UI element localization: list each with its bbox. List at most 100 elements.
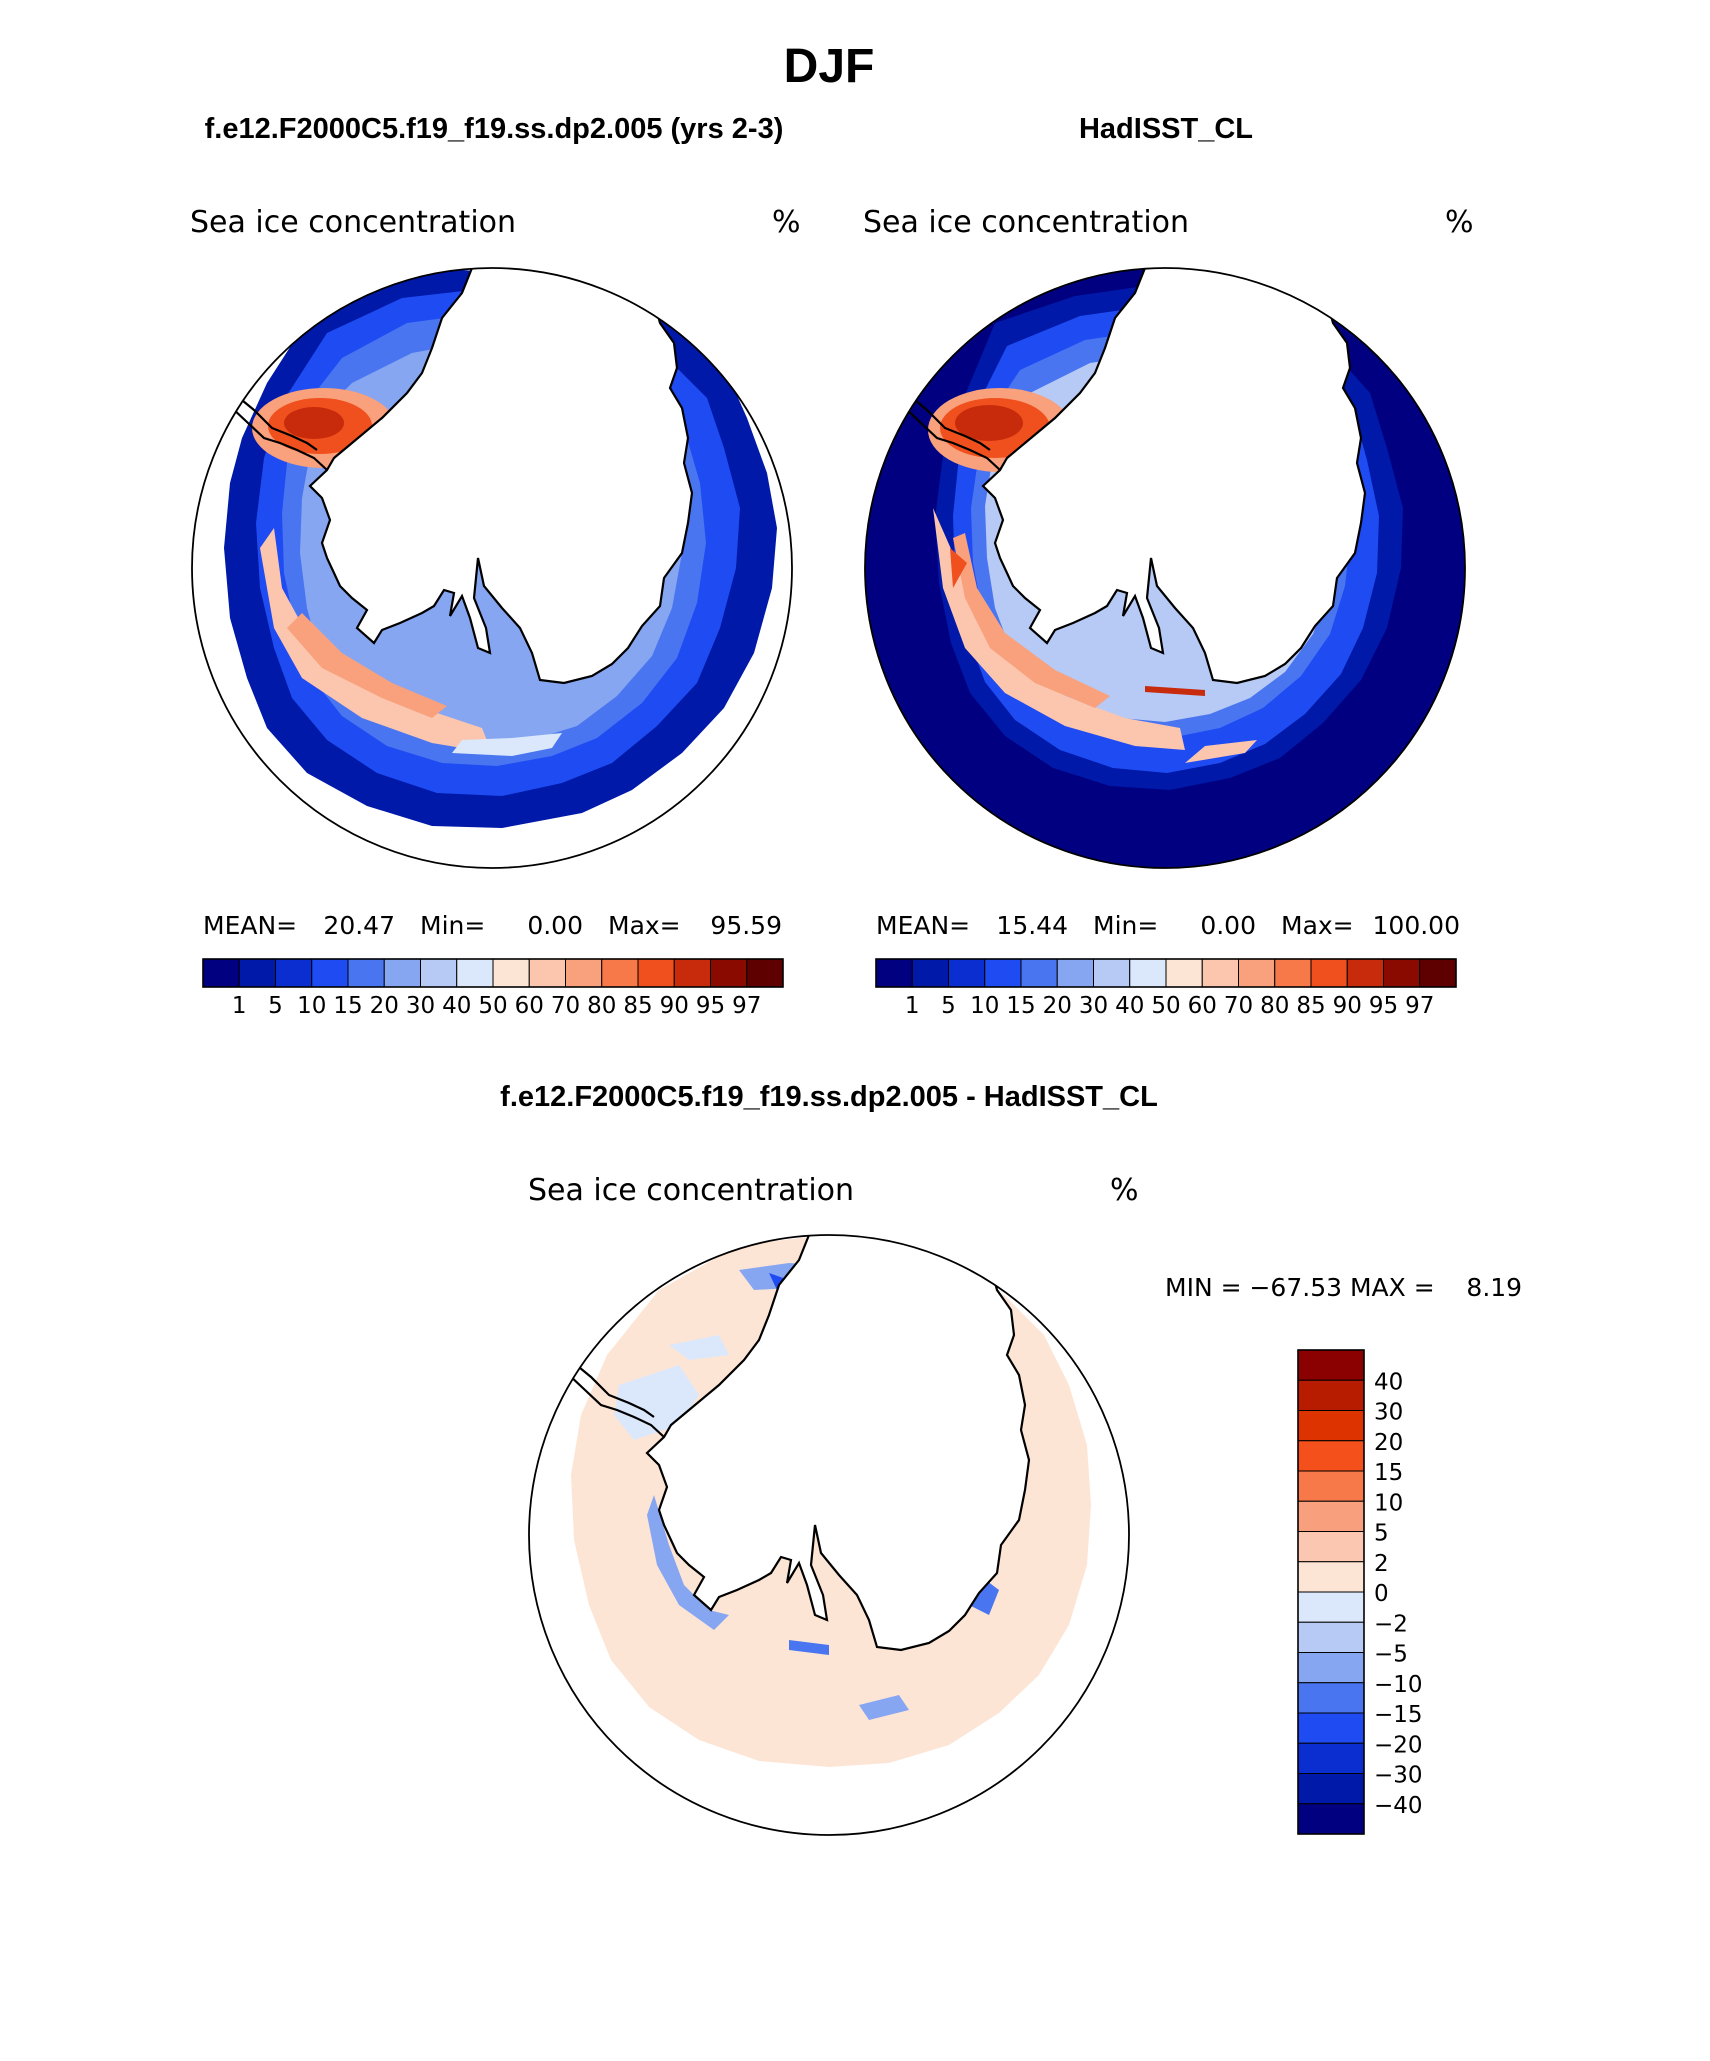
colorbar-model-tick-label: 50 <box>478 993 507 1019</box>
colorbar-obs-tick-label: 15 <box>1006 993 1035 1019</box>
colorbar-obs-tick-label: 5 <box>941 993 956 1019</box>
colorbar-diff-swatch <box>1297 1803 1365 1835</box>
panel-right-title: HadISST_CL <box>1079 113 1253 145</box>
colorbar-diff-tick-label: 30 <box>1374 1400 1403 1426</box>
colorbar-model: 1 5 10 15 20 30 40 50 60 70 80 85 90 95 97 <box>202 958 784 1019</box>
map-obs-max-label: Max= <box>1281 911 1354 940</box>
colorbar-obs-tick-label: 30 <box>1079 993 1108 1019</box>
colorbar-model-tick-label: 90 <box>660 993 689 1019</box>
map-diff-boundary <box>528 1234 1130 1836</box>
colorbar-model-swatch <box>637 958 675 988</box>
map-model-min: 0.00 <box>527 911 583 940</box>
colorbar-model-tick-label: 70 <box>551 993 580 1019</box>
panel-left-title: f.e12.F2000C5.f19_f19.ss.dp2.005 (yrs 2-… <box>205 113 784 145</box>
map-model: Sea ice concentration % <box>190 205 801 1019</box>
colorbar-diff-tick-label: 5 <box>1374 1521 1389 1547</box>
colorbar-model-swatch <box>238 958 276 988</box>
colorbar-diff-tick-label: −30 <box>1374 1763 1423 1789</box>
colorbar-diff-tick-label: −20 <box>1374 1732 1423 1758</box>
colorbar-diff-swatch <box>1297 1531 1365 1563</box>
colorbar-diff-swatch <box>1297 1500 1365 1532</box>
colorbar-obs-swatch <box>1165 958 1203 988</box>
colorbar-diff-tick-label: −40 <box>1374 1793 1423 1819</box>
colorbar-model-swatch <box>311 958 349 988</box>
colorbar-model-tick-label: 80 <box>587 993 616 1019</box>
colorbar-obs-swatch <box>1238 958 1276 988</box>
colorbar-diff-swatch <box>1297 1621 1365 1653</box>
map-model-min-label: Min= <box>420 911 485 940</box>
colorbar-model-swatch <box>347 958 385 988</box>
colorbar-obs-swatch <box>1129 958 1167 988</box>
colorbar-obs-swatch <box>1419 958 1457 988</box>
colorbar-diff-tick-label: −2 <box>1374 1611 1408 1637</box>
colorbar-model-tick-label: 40 <box>442 993 471 1019</box>
map-obs: Sea ice concentration % <box>863 205 1474 1019</box>
colorbar-obs-swatch <box>984 958 1022 988</box>
map-model-field <box>218 268 777 828</box>
colorbar-obs-tick-label: 20 <box>1043 993 1072 1019</box>
colorbar-model-swatch <box>565 958 603 988</box>
colorbar-obs-swatch <box>948 958 986 988</box>
colorbar-model-swatch <box>456 958 494 988</box>
map-diff-variable: Sea ice concentration <box>528 1173 854 1208</box>
map-obs-min: 0.00 <box>1200 911 1256 940</box>
map-model-max: 95.59 <box>710 911 782 940</box>
map-model-boundary <box>191 267 793 869</box>
colorbar-model-swatch <box>601 958 639 988</box>
colorbar-obs-swatch <box>1346 958 1384 988</box>
colorbar-diff-swatch <box>1297 1470 1365 1502</box>
map-model-mean: 20.47 <box>323 911 395 940</box>
colorbar-model-swatch <box>383 958 421 988</box>
colorbar-obs: 1 5 10 15 20 30 40 50 60 70 80 85 90 95 97 <box>875 958 1457 1019</box>
map-obs-max: 100.00 <box>1373 911 1460 940</box>
colorbar-diff-swatch <box>1297 1349 1365 1381</box>
map-obs-mean: 15.44 <box>996 911 1068 940</box>
map-diff: Sea ice concentration % MIN = −67.53 MAX… <box>528 1173 1522 1836</box>
colorbar-obs-swatch <box>1310 958 1348 988</box>
colorbar-obs-tick-label: 50 <box>1151 993 1180 1019</box>
map-obs-mean-label: MEAN= <box>876 911 970 940</box>
colorbar-diff-swatch <box>1297 1591 1365 1623</box>
colorbar-model-tick-label: 10 <box>297 993 326 1019</box>
colorbar-diff-swatch <box>1297 1410 1365 1442</box>
colorbar-model-tick-label: 20 <box>370 993 399 1019</box>
colorbar-obs-tick-label: 95 <box>1369 993 1398 1019</box>
colorbar-obs-tick-label: 90 <box>1333 993 1362 1019</box>
colorbar-diff-swatch <box>1297 1712 1365 1744</box>
colorbar-model-tick-label: 15 <box>333 993 362 1019</box>
colorbar-diff-swatch <box>1297 1379 1365 1411</box>
colorbar-model-tick-label: 95 <box>696 993 725 1019</box>
colorbar-obs-swatch <box>875 958 913 988</box>
colorbar-model-swatch <box>275 958 313 988</box>
colorbar-model-swatch <box>202 958 240 988</box>
colorbar-model-swatch <box>673 958 711 988</box>
colorbar-obs-tick-label: 40 <box>1115 993 1144 1019</box>
colorbar-obs-swatch <box>1020 958 1058 988</box>
colorbar-diff-tick-label: −10 <box>1374 1672 1423 1698</box>
colorbar-diff-swatch <box>1297 1682 1365 1714</box>
map-obs-units: % <box>1445 205 1474 240</box>
colorbar-obs-tick-label: 97 <box>1405 993 1434 1019</box>
colorbar-model-tick-label: 97 <box>732 993 761 1019</box>
colorbar-model-swatch <box>710 958 748 988</box>
colorbar-diff-swatch <box>1297 1561 1365 1593</box>
colorbar-model-swatch <box>420 958 458 988</box>
colorbar-obs-tick-label: 60 <box>1188 993 1217 1019</box>
map-diff-units: % <box>1110 1173 1139 1208</box>
colorbar-diff-tick-label: 40 <box>1374 1369 1403 1395</box>
panel-diff-title: f.e12.F2000C5.f19_f19.ss.dp2.005 - HadIS… <box>500 1081 1158 1113</box>
map-diff-range: MIN = −67.53 MAX = 8.19 <box>1165 1273 1522 1302</box>
colorbar-model-swatch <box>492 958 530 988</box>
colorbar-obs-swatch <box>911 958 949 988</box>
colorbar-diff-swatch <box>1297 1440 1365 1472</box>
colorbar-diff-tick-label: −5 <box>1374 1642 1408 1668</box>
colorbar-obs-tick-label: 80 <box>1260 993 1289 1019</box>
colorbar-obs-tick-label: 70 <box>1224 993 1253 1019</box>
map-model-variable: Sea ice concentration <box>190 205 516 240</box>
colorbar-obs-swatch <box>1056 958 1094 988</box>
colorbar-obs-tick-label: 10 <box>970 993 999 1019</box>
colorbar-diff-tick-label: −15 <box>1374 1702 1423 1728</box>
colorbar-diff-tick-label: 2 <box>1374 1551 1389 1577</box>
